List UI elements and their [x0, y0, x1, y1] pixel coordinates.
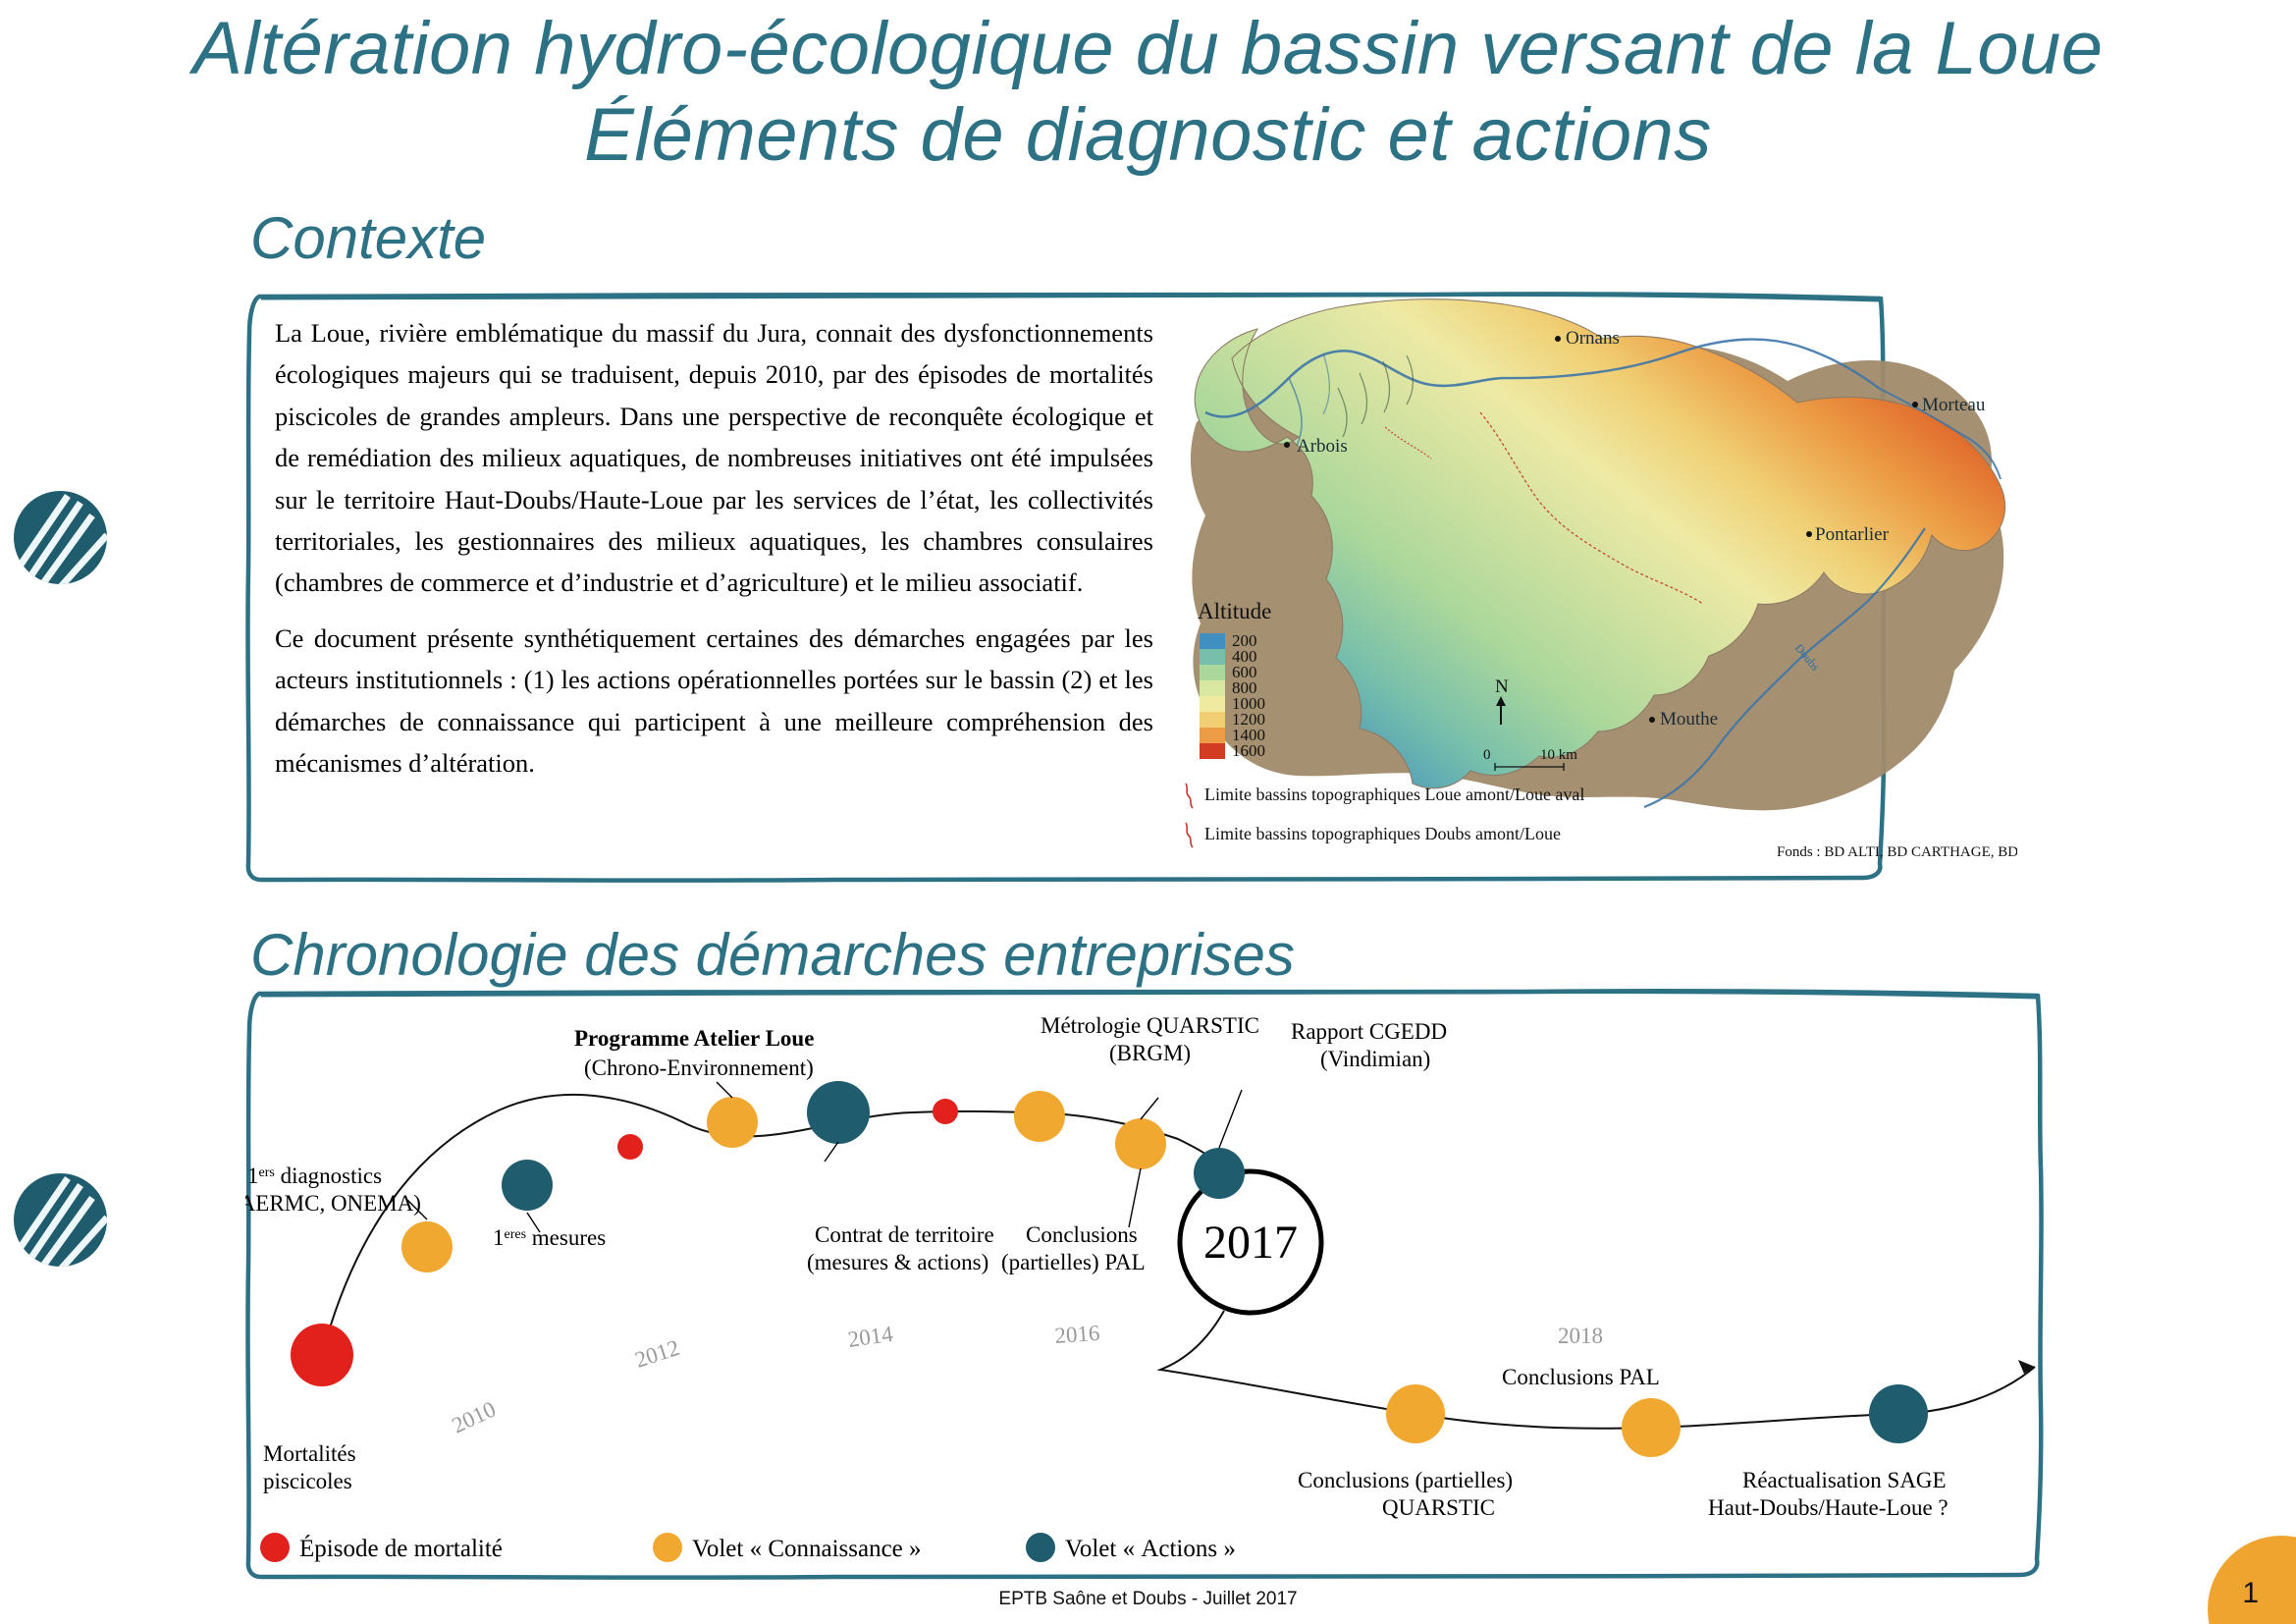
svg-text:Conclusions (partielles): Conclusions (partielles)	[1298, 1468, 1513, 1492]
svg-text:10 km: 10 km	[1540, 747, 1577, 763]
svg-text:Altitude: Altitude	[1198, 599, 1271, 623]
svg-text:Arbois: Arbois	[1297, 436, 1348, 457]
svg-text:1ers diagnostics: 1ers diagnostics	[247, 1164, 382, 1188]
svg-text:QUARSTIC: QUARSTIC	[1382, 1495, 1495, 1520]
svg-text:0: 0	[1483, 747, 1491, 763]
svg-text:Pontarlier: Pontarlier	[1815, 524, 1890, 545]
svg-text:2010: 2010	[449, 1396, 500, 1437]
svg-text:piscicoles: piscicoles	[263, 1469, 352, 1493]
svg-text:Épisode de mortalité: Épisode de mortalité	[299, 1535, 503, 1562]
svg-text:1eres mesures: 1eres mesures	[493, 1225, 606, 1250]
svg-text:Volet « Actions »: Volet « Actions »	[1065, 1536, 1236, 1562]
svg-text:Morteau: Morteau	[1922, 395, 1986, 415]
svg-text:2014: 2014	[846, 1322, 895, 1352]
svg-text:2012: 2012	[632, 1335, 682, 1373]
svg-text:2018: 2018	[1558, 1324, 1603, 1348]
svg-text:Conclusions: Conclusions	[1026, 1222, 1138, 1247]
svg-text:Métrologie QUARSTIC: Métrologie QUARSTIC	[1041, 1013, 1259, 1038]
svg-text:Conclusions PAL: Conclusions PAL	[1502, 1365, 1660, 1389]
svg-text:Ornans: Ornans	[1566, 328, 1620, 349]
svg-text:(mesures & actions): (mesures & actions)	[807, 1250, 988, 1274]
svg-text:Fonds : BD ALTI, BD CARTHAGE,: Fonds : BD ALTI, BD CARTHAGE, BD GEOFLA,…	[1777, 844, 2017, 860]
svg-text:(Chrono-Environnement): (Chrono-Environnement)	[584, 1056, 814, 1080]
svg-text:Haut-Doubs/Haute-Loue ?: Haut-Doubs/Haute-Loue ?	[1708, 1495, 1949, 1520]
svg-text:Mouthe: Mouthe	[1660, 709, 1718, 730]
svg-text:Mortalités: Mortalités	[263, 1441, 356, 1466]
svg-text:Rapport CGEDD: Rapport CGEDD	[1291, 1019, 1447, 1044]
svg-text:(BRGM): (BRGM)	[1109, 1041, 1191, 1065]
svg-text:Volet « Connaissance »: Volet « Connaissance »	[692, 1536, 922, 1562]
svg-text:(AERMC, ONEMA): (AERMC, ONEMA)	[245, 1191, 421, 1216]
svg-text:N: N	[1495, 677, 1509, 697]
svg-text:2016: 2016	[1054, 1321, 1101, 1348]
svg-text:1600: 1600	[1232, 741, 1265, 760]
svg-text:Programme Atelier Loue: Programme Atelier Loue	[574, 1026, 814, 1051]
svg-text:(partielles) PAL: (partielles) PAL	[1001, 1250, 1146, 1274]
svg-text:Réactualisation SAGE: Réactualisation SAGE	[1742, 1468, 1947, 1492]
svg-text:(Vindimian): (Vindimian)	[1320, 1047, 1430, 1071]
svg-text:Contrat de territoire: Contrat de territoire	[815, 1222, 994, 1247]
svg-text:Limite bassins topographiques: Limite bassins topographiques Doubs amon…	[1204, 824, 1561, 843]
svg-text:Limite bassins topographiques: Limite bassins topographiques Loue amont…	[1204, 785, 1584, 804]
svg-text:2017: 2017	[1203, 1217, 1298, 1269]
